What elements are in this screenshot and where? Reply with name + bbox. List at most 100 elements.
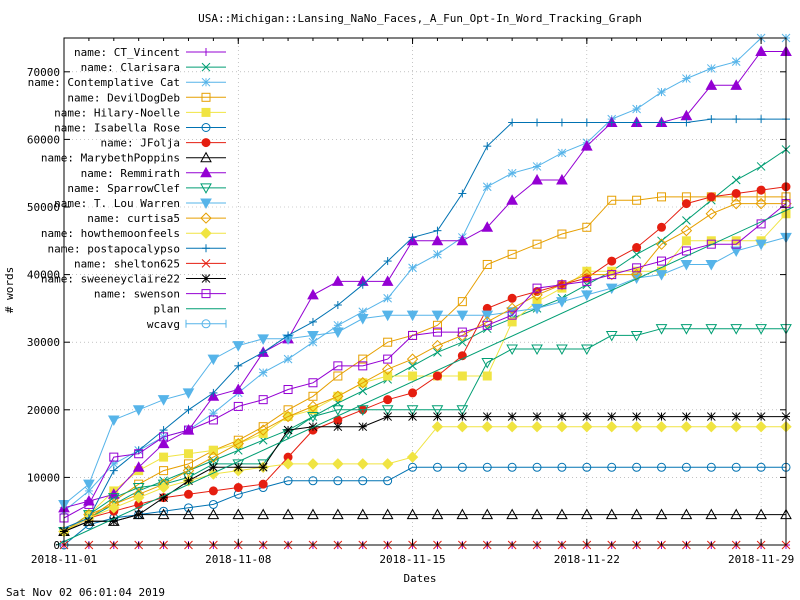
- data-point: [531, 344, 543, 355]
- marker-shape: [157, 481, 170, 494]
- data-point: [531, 420, 543, 433]
- data-point: [233, 483, 243, 493]
- marker-stroke: [201, 259, 211, 268]
- marker-shape: [357, 377, 369, 389]
- data-point: [132, 461, 145, 472]
- data-point: [731, 188, 741, 198]
- marker-shape: [456, 234, 469, 246]
- data-point: [433, 412, 442, 421]
- data-point: [257, 424, 269, 436]
- data-point: [307, 288, 319, 300]
- data-point: [731, 462, 741, 472]
- data-point: [556, 420, 568, 433]
- marker-shape: [755, 239, 767, 251]
- y-tick-label: 0: [53, 539, 60, 552]
- data-point: [308, 422, 318, 432]
- marker-shape: [731, 462, 741, 472]
- marker-shape: [630, 330, 643, 342]
- x-tick-label: 2018-11-15: [379, 553, 445, 566]
- marker-stroke: [532, 162, 542, 171]
- data-point: [705, 420, 718, 433]
- data-point: [506, 344, 518, 355]
- marker-shape: [655, 420, 668, 433]
- marker-shape: [632, 243, 642, 253]
- marker-shape: [183, 459, 193, 469]
- marker-stroke: [657, 87, 666, 97]
- legend-marker: [202, 244, 210, 253]
- data-point: [358, 354, 368, 364]
- marker-shape: [481, 508, 494, 520]
- marker-shape: [482, 371, 492, 381]
- data-point: [283, 425, 293, 435]
- data-point: [207, 354, 220, 366]
- marker-shape: [456, 420, 469, 433]
- data-point: [682, 216, 691, 225]
- y-tick-label: 10000: [27, 471, 60, 484]
- marker-shape: [756, 185, 766, 195]
- marker-shape: [606, 268, 618, 281]
- data-point: [406, 310, 419, 322]
- marker-shape: [383, 476, 393, 486]
- data-point: [258, 462, 268, 472]
- data-point: [332, 275, 344, 286]
- marker-shape: [630, 508, 643, 520]
- data-point: [233, 401, 243, 411]
- marker-shape: [357, 458, 369, 470]
- data-point: [307, 330, 319, 342]
- marker-shape: [307, 330, 319, 342]
- marker-stroke: [682, 74, 691, 83]
- data-point: [383, 412, 393, 421]
- data-point: [632, 249, 641, 259]
- data-point: [532, 239, 542, 249]
- data-point: [506, 420, 518, 433]
- marker-shape: [283, 385, 293, 395]
- data-point: [383, 293, 393, 303]
- marker-stroke: [134, 510, 144, 519]
- legend-marker: [202, 48, 210, 56]
- legend-item: name: DevilDogDeb: [67, 91, 226, 104]
- marker-shape: [257, 424, 269, 436]
- data-point: [383, 257, 392, 266]
- legend-item: name: T. Lou Warren: [54, 197, 226, 210]
- marker-shape: [134, 479, 144, 489]
- data-point: [556, 173, 568, 185]
- data-point: [308, 476, 318, 486]
- data-point: [507, 168, 517, 178]
- marker-shape: [681, 236, 691, 246]
- data-point: [183, 459, 193, 469]
- data-point: [209, 462, 218, 472]
- data-point: [481, 310, 494, 322]
- marker-shape: [381, 363, 394, 375]
- data-point: [232, 383, 245, 395]
- marker-stroke: [682, 216, 691, 225]
- data-point: [755, 420, 767, 433]
- series-line: [63, 118, 786, 529]
- marker-stroke: [607, 412, 617, 421]
- marker-shape: [333, 361, 343, 371]
- marker-shape: [657, 192, 667, 202]
- data-point: [282, 458, 294, 470]
- data-point: [482, 371, 492, 381]
- marker-shape: [731, 188, 741, 198]
- marker-shape: [730, 508, 743, 520]
- data-point: [406, 353, 419, 365]
- marker-shape: [356, 508, 369, 520]
- marker-shape: [183, 489, 193, 499]
- data-point: [681, 199, 691, 209]
- marker-shape: [481, 221, 494, 232]
- data-point: [533, 118, 542, 127]
- footer-timestamp: Sat Nov 02 06:01:04 2019: [6, 586, 165, 599]
- legend-item: name: howthemoonfeels: [41, 227, 226, 240]
- marker-shape: [431, 508, 444, 520]
- marker-shape: [358, 361, 368, 371]
- marker-shape: [201, 107, 211, 117]
- legend-marker: [200, 151, 212, 163]
- marker-shape: [532, 283, 542, 293]
- data-point: [532, 412, 542, 421]
- marker-shape: [556, 420, 568, 433]
- marker-shape: [233, 401, 243, 411]
- marker-shape: [507, 293, 517, 303]
- data-point: [731, 175, 741, 185]
- data-point: [755, 45, 767, 57]
- marker-shape: [655, 270, 668, 281]
